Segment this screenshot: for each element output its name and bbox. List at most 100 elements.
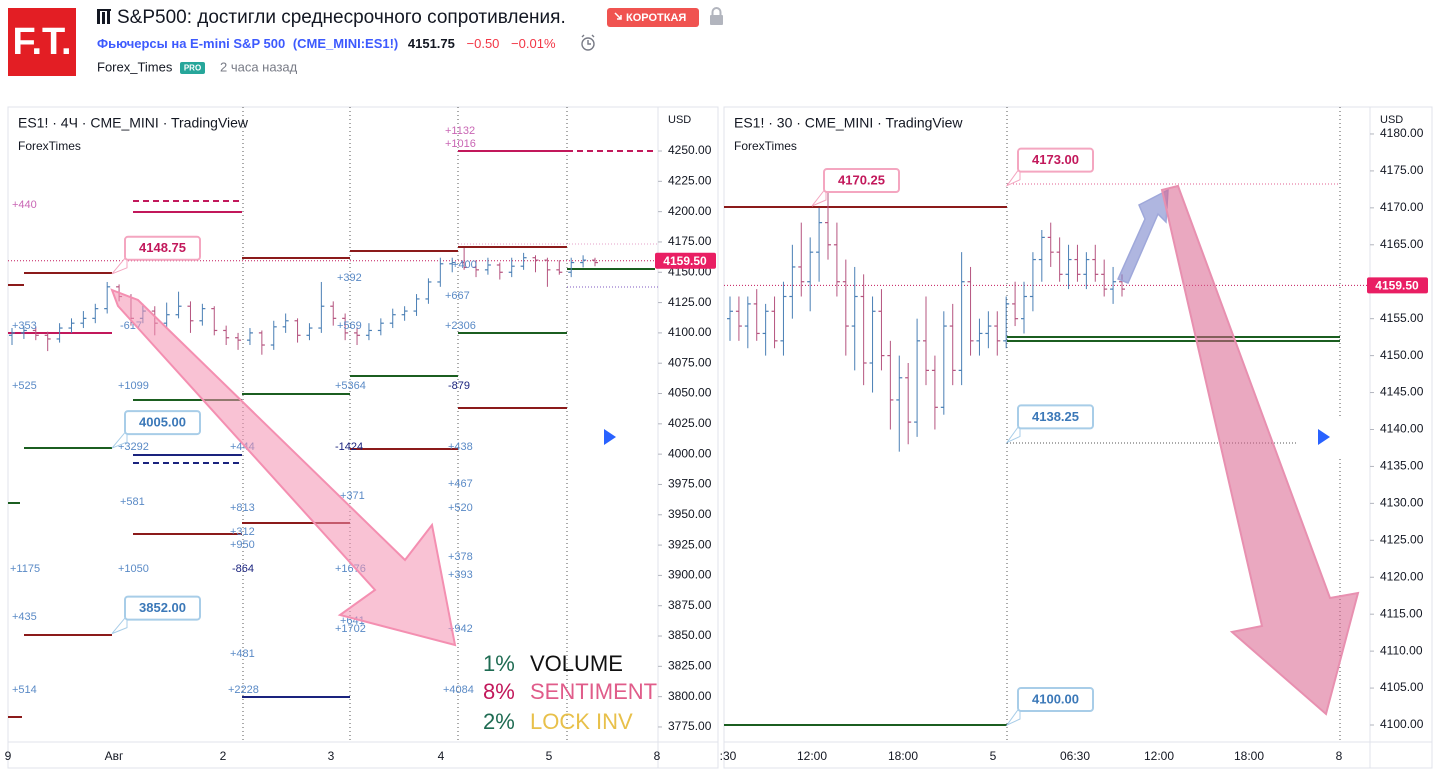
x-tick-label: 5 xyxy=(546,749,553,763)
chart-title: ES1! · 4Ч · CME_MINI · TradingView xyxy=(18,115,249,131)
price-tag-label: 4159.50 xyxy=(1375,279,1419,293)
level-label: +400 xyxy=(452,259,477,271)
play-icon xyxy=(1318,429,1330,445)
level-label: +392 xyxy=(337,272,362,284)
level-label: +581 xyxy=(120,496,145,508)
logo-text: F.T. xyxy=(12,21,71,63)
author[interactable]: Forex_Times xyxy=(97,59,173,74)
symbol-code[interactable]: (CME_MINI:ES1!) xyxy=(293,36,398,51)
idea-icon xyxy=(97,9,111,24)
y-tick-label: 4125.00 xyxy=(668,295,712,309)
level-label: +467 xyxy=(448,478,473,490)
y-tick-label: 3875.00 xyxy=(668,598,712,612)
y-tick-label: 4150.00 xyxy=(1380,348,1424,362)
y-tick-label: 4145.00 xyxy=(1380,385,1424,399)
callout-pointer xyxy=(111,254,128,275)
pro-badge xyxy=(180,62,205,74)
level-label: -864 xyxy=(232,563,254,575)
callout-box xyxy=(124,595,201,621)
y-tick-label: 3900.00 xyxy=(668,568,712,582)
level-label: +353 xyxy=(12,320,37,332)
price-tag xyxy=(655,252,716,269)
callout-box xyxy=(823,167,900,193)
x-tick-label: 06:30 xyxy=(1060,749,1090,763)
callout-label: 3852.00 xyxy=(139,600,186,615)
lock-icon xyxy=(710,7,723,25)
chart-author: ForexTimes xyxy=(734,139,797,153)
x-tick-label: 5 xyxy=(990,749,997,763)
y-tick-label: 4175.00 xyxy=(1380,163,1424,177)
logo[interactable] xyxy=(8,8,76,76)
publish-time: 2 часа назад xyxy=(220,59,298,74)
stat-name: LOCK INV xyxy=(530,709,633,734)
y-tick-label: 4100.00 xyxy=(668,325,712,339)
pro-text: PRO xyxy=(184,64,201,73)
level-label: +569 xyxy=(337,320,362,332)
level-label: +514 xyxy=(12,684,37,696)
price: 4151.75 xyxy=(408,36,455,51)
callout-label: 4173.00 xyxy=(1032,152,1079,167)
y-tick-label: 4250.00 xyxy=(668,143,712,157)
callout-pointer xyxy=(111,614,128,635)
price-tag-label: 4159.50 xyxy=(663,254,707,268)
change-pct: −0.01% xyxy=(511,36,556,51)
level-label: +1016 xyxy=(445,138,476,150)
callout-box xyxy=(124,410,201,436)
callout-label: 4100.00 xyxy=(1032,691,1079,706)
chart-author: ForexTimes xyxy=(18,139,81,153)
chart-title: ES1! · 30 · CME_MINI · TradingView xyxy=(734,115,963,131)
y-tick-label: 4025.00 xyxy=(668,416,712,430)
y-tick-label: 4165.00 xyxy=(1380,237,1424,251)
stat-pct: 8% xyxy=(483,679,515,704)
level-label: +481 xyxy=(230,648,255,660)
level-label: -879 xyxy=(448,380,470,392)
y-tick-label: 3950.00 xyxy=(668,507,712,521)
callout-box xyxy=(1017,404,1094,430)
y-tick-label: 3850.00 xyxy=(668,628,712,642)
y-tick-label: 4200.00 xyxy=(668,204,712,218)
callout-pointer xyxy=(811,186,827,207)
level-label: +667 xyxy=(445,290,470,302)
y-tick-label: 3825.00 xyxy=(668,659,712,673)
price-tag xyxy=(1367,277,1428,294)
y-tick-label: 4140.00 xyxy=(1380,422,1424,436)
callout-label: 4138.25 xyxy=(1032,409,1079,424)
level-label: +440 xyxy=(12,199,37,211)
y-tick-label: 3800.00 xyxy=(668,689,712,703)
badge-text: КОРОТКАЯ xyxy=(626,12,686,24)
callout-box xyxy=(124,235,201,261)
alarm-icon[interactable] xyxy=(581,34,595,51)
y-tick-label: 3925.00 xyxy=(668,537,712,551)
charts: 3775.00 3800.00 3825.00 3850.00 3875.00 3900.… xyxy=(5,106,1433,769)
callout-label: 4170.25 xyxy=(838,172,885,187)
level-label: +942 xyxy=(448,623,473,635)
level-label: +1175 xyxy=(10,563,40,575)
level-label: +312 xyxy=(230,526,255,538)
y-tick-label: 4000.00 xyxy=(668,446,712,460)
level-label: -1424 xyxy=(335,441,363,453)
y-tick-label: 4225.00 xyxy=(668,173,712,187)
stat-pct: 1% xyxy=(483,651,515,676)
symbol-name[interactable]: Фьючерсы на E-mini S&P 500 xyxy=(97,36,285,51)
level-label: +1132 xyxy=(445,125,475,137)
level-label: +435 xyxy=(12,611,37,623)
callout-box xyxy=(1017,147,1094,173)
y-tick-label: 3975.00 xyxy=(668,477,712,491)
short-badge xyxy=(607,8,699,27)
x-tick-label: 8 xyxy=(654,749,661,763)
change: −0.50 xyxy=(467,36,500,51)
x-tick-label: 9 xyxy=(5,749,12,763)
level-label: +371 xyxy=(340,490,365,502)
level-label: +3292 xyxy=(118,441,149,453)
level-label: +1050 xyxy=(118,563,149,575)
level-label: +2228 xyxy=(228,684,259,696)
callout-pointer xyxy=(1005,705,1021,727)
level-label: +378 xyxy=(448,551,473,563)
level-label: +4084 xyxy=(443,684,474,696)
x-tick-label: 12:00 xyxy=(1144,749,1174,763)
callout-pointer xyxy=(111,428,128,449)
symbol-line: Фьючерсы на E-mini S&P 500 (CME_MINI:ES1… xyxy=(97,36,556,51)
stat-pct: 2% xyxy=(483,709,515,734)
y-tick-label: 4180.00 xyxy=(1380,126,1424,140)
